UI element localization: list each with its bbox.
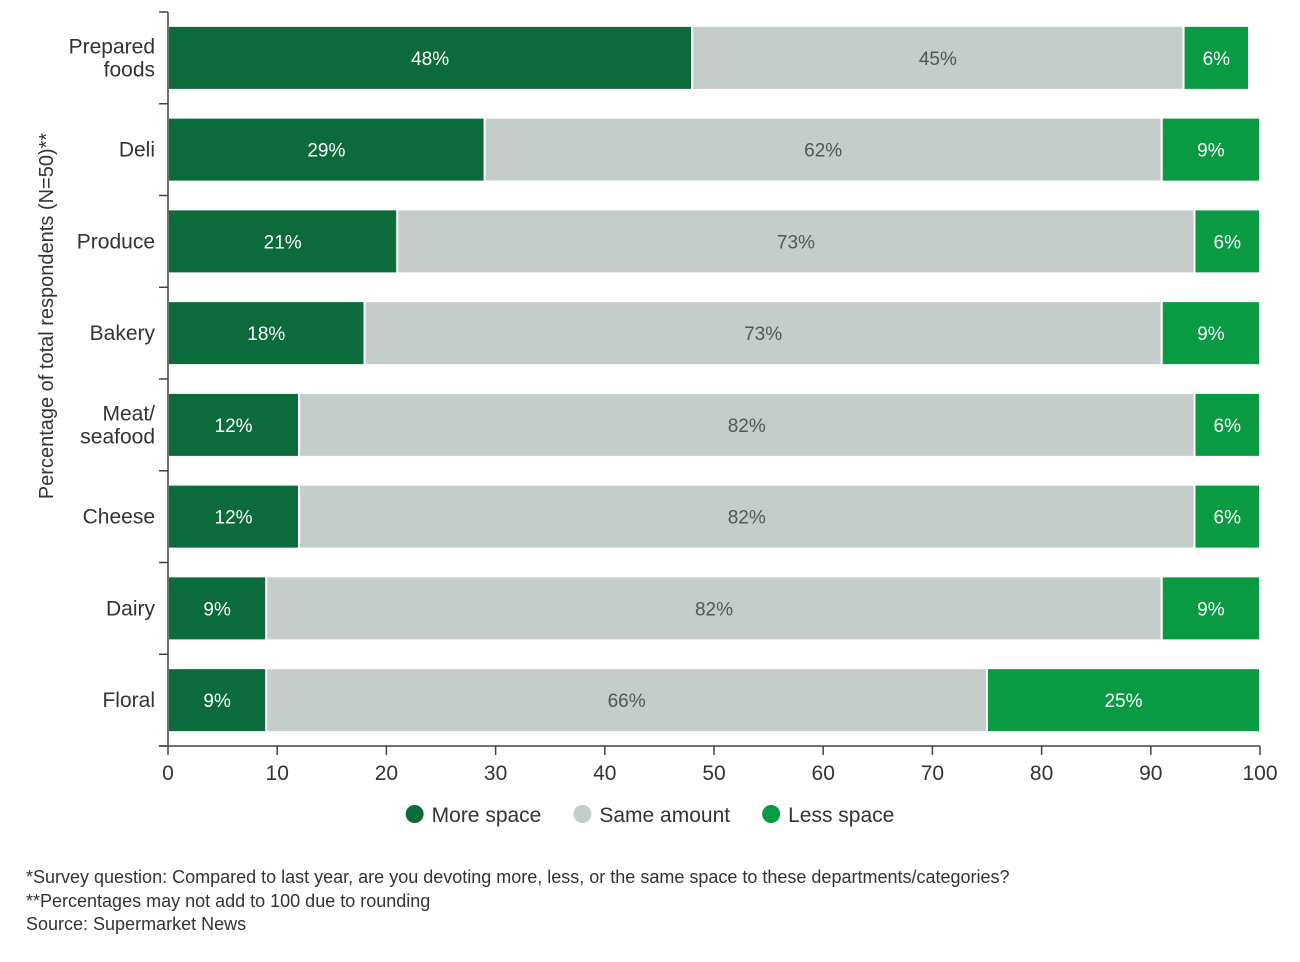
category-label-bakery: Bakery bbox=[90, 322, 156, 345]
data-label-floral-same-amount: 66% bbox=[608, 691, 646, 712]
bar-cheese-same-amount bbox=[298, 483, 1196, 550]
category-label-prepared-foods: Prepared foods bbox=[69, 35, 155, 81]
category-label-meat-seafood: Meat/seafood bbox=[80, 402, 155, 448]
bar-floral-same-amount bbox=[265, 667, 988, 734]
bar-produce-more-space bbox=[167, 208, 399, 275]
data-label-prepared-foods-same-amount: 45% bbox=[919, 49, 957, 70]
note-source: Source: Supermarket News bbox=[26, 914, 247, 934]
bar-deli-less-space bbox=[1160, 116, 1261, 183]
legend-swatch-more-space bbox=[405, 805, 424, 823]
bar-bakery-less-space bbox=[1160, 300, 1261, 367]
legend-item-less-space: Less space bbox=[762, 804, 894, 827]
bar-meat-seafood-same-amount bbox=[298, 391, 1196, 458]
notes: *Survey question: Compared to last year,… bbox=[26, 866, 1010, 937]
legend-swatch-same-amount bbox=[573, 805, 592, 823]
x-tick-label: 10 bbox=[266, 762, 289, 785]
legend: More space Same amount Less space bbox=[405, 804, 894, 827]
bar-deli-same-amount bbox=[483, 116, 1163, 183]
data-label-dairy-same-amount: 82% bbox=[695, 599, 733, 620]
data-label-deli-more-space: 29% bbox=[307, 141, 345, 162]
bar-dairy-more-space bbox=[167, 575, 268, 642]
legend-item-same-amount: Same amount bbox=[573, 804, 730, 827]
x-tick-label: 50 bbox=[702, 762, 725, 785]
bar-meat-seafood-more-space bbox=[167, 391, 301, 458]
x-tick-label: 100 bbox=[1242, 762, 1277, 785]
category-label-cheese: Cheese bbox=[83, 506, 155, 529]
legend-swatch-less-space bbox=[762, 805, 781, 823]
bar-cheese-less-space bbox=[1193, 483, 1261, 550]
bars: 48% 45% 6% 29% 62% 9% 21% 73% 6% 18% 73% 9% 12% 82% 6%… bbox=[167, 24, 1261, 734]
x-tick-label: 40 bbox=[593, 762, 616, 785]
bar-dairy-less-space bbox=[1160, 575, 1261, 642]
x-tick-label: 0 bbox=[162, 762, 174, 785]
category-label-dairy: Dairy bbox=[106, 597, 156, 620]
data-label-floral-more-space: 9% bbox=[203, 691, 231, 712]
data-label-floral-less-space: 25% bbox=[1104, 691, 1142, 712]
category-label-deli: Deli bbox=[119, 139, 155, 162]
category-label-produce: Produce bbox=[77, 230, 155, 253]
data-label-bakery-less-space: 9% bbox=[1197, 324, 1225, 345]
legend-label-same-amount: Same amount bbox=[599, 804, 730, 827]
data-label-cheese-same-amount: 82% bbox=[728, 508, 766, 529]
note-rounding: **Percentages may not add to 100 due to … bbox=[26, 890, 431, 911]
bar-floral-less-space bbox=[986, 667, 1261, 734]
y-axis-title-text: Percentage of total respondents (N=50)** bbox=[36, 133, 58, 500]
legend-item-more-space: More space bbox=[405, 804, 542, 827]
data-label-bakery-more-space: 18% bbox=[247, 324, 285, 345]
bar-produce-same-amount bbox=[396, 208, 1196, 275]
bar-dairy-same-amount bbox=[265, 575, 1163, 642]
x-tick-label: 30 bbox=[484, 762, 507, 785]
y-axis-title: Percentage of total respondents (N=50)** bbox=[36, 133, 58, 500]
data-label-cheese-more-space: 12% bbox=[215, 508, 253, 529]
bar-prepared-foods-less-space bbox=[1182, 24, 1251, 91]
data-label-dairy-more-space: 9% bbox=[203, 599, 231, 620]
data-label-deli-same-amount: 62% bbox=[804, 141, 842, 162]
x-tick-label: 80 bbox=[1030, 762, 1053, 785]
bar-floral-more-space bbox=[167, 667, 268, 734]
data-label-meat-seafood-more-space: 12% bbox=[215, 416, 253, 437]
axes: Prepared foods Deli Produce Bakery Meat/seafo… bbox=[69, 11, 1278, 785]
x-tick-label: 60 bbox=[812, 762, 835, 785]
data-label-meat-seafood-less-space: 6% bbox=[1214, 416, 1242, 437]
data-label-prepared-foods-less-space: 6% bbox=[1203, 49, 1231, 70]
x-tick-label: 70 bbox=[921, 762, 944, 785]
legend-label-less-space: Less space bbox=[788, 804, 894, 827]
data-label-dairy-less-space: 9% bbox=[1197, 599, 1225, 620]
note-survey-question: *Survey question: Compared to last year,… bbox=[26, 867, 1010, 887]
x-tick-label: 90 bbox=[1139, 762, 1162, 785]
data-label-produce-same-amount: 73% bbox=[777, 232, 815, 253]
category-label-floral: Floral bbox=[102, 689, 155, 712]
data-label-cheese-less-space: 6% bbox=[1214, 508, 1242, 529]
data-label-produce-less-space: 6% bbox=[1214, 232, 1242, 253]
data-label-meat-seafood-same-amount: 82% bbox=[728, 416, 766, 437]
x-tick-label: 20 bbox=[375, 762, 398, 785]
bar-bakery-more-space bbox=[167, 300, 366, 367]
data-label-bakery-same-amount: 73% bbox=[744, 324, 782, 345]
bar-meat-seafood-less-space bbox=[1193, 391, 1261, 458]
bar-produce-less-space bbox=[1193, 208, 1261, 275]
data-label-prepared-foods-more-space: 48% bbox=[411, 49, 449, 70]
legend-label-more-space: More space bbox=[432, 804, 542, 827]
data-label-produce-more-space: 21% bbox=[264, 232, 302, 253]
bar-prepared-foods-more-space bbox=[167, 24, 694, 91]
bar-prepared-foods-same-amount bbox=[691, 24, 1185, 91]
data-label-deli-less-space: 9% bbox=[1197, 141, 1225, 162]
